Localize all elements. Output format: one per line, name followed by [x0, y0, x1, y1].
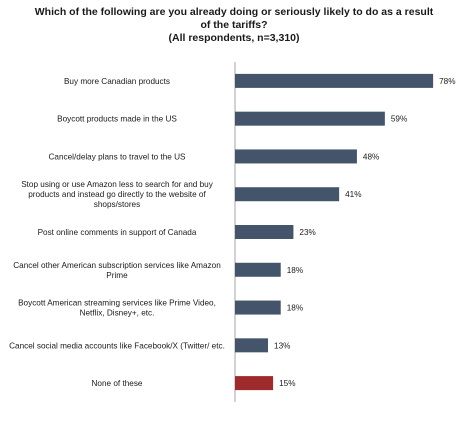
category-label: Stop using or use Amazon less to search … [21, 180, 214, 209]
value-label: 18% [287, 304, 303, 313]
bar [235, 187, 340, 202]
value-label: 23% [299, 228, 315, 237]
bar [235, 149, 357, 164]
category-label: Post online comments in support of Canad… [38, 228, 197, 237]
chart-title-line-3: (All respondents, n=3,310) [168, 32, 300, 44]
category-label: Cancel social media accounts like Facebo… [9, 341, 225, 350]
category-label: Cancel/delay plans to travel to the US [49, 152, 187, 161]
bar [235, 300, 281, 315]
bar [235, 262, 281, 277]
value-label: 18% [287, 266, 303, 275]
bar [235, 73, 434, 88]
value-label: 41% [345, 190, 361, 199]
category-label: Cancel other American subscription servi… [13, 261, 221, 280]
category-label: Boycott products made in the US [57, 115, 177, 124]
chart-title-line-2: of the tariffs? [200, 19, 268, 31]
value-label: 59% [391, 115, 407, 124]
value-label: 78% [439, 77, 455, 86]
value-label: 48% [363, 152, 379, 161]
bar [235, 338, 269, 353]
category-label: Boycott American streaming services like… [18, 299, 216, 318]
value-label: 13% [274, 341, 290, 350]
bar [235, 225, 294, 239]
chart-title-line-1: Which of the following are you already d… [34, 6, 434, 18]
bar [235, 376, 274, 391]
value-label: 15% [279, 379, 295, 388]
category-label: None of these [92, 379, 143, 388]
chart-title: Which of the following are you already d… [0, 6, 468, 45]
bar [235, 111, 385, 126]
category-label: Buy more Canadian products [64, 77, 170, 86]
